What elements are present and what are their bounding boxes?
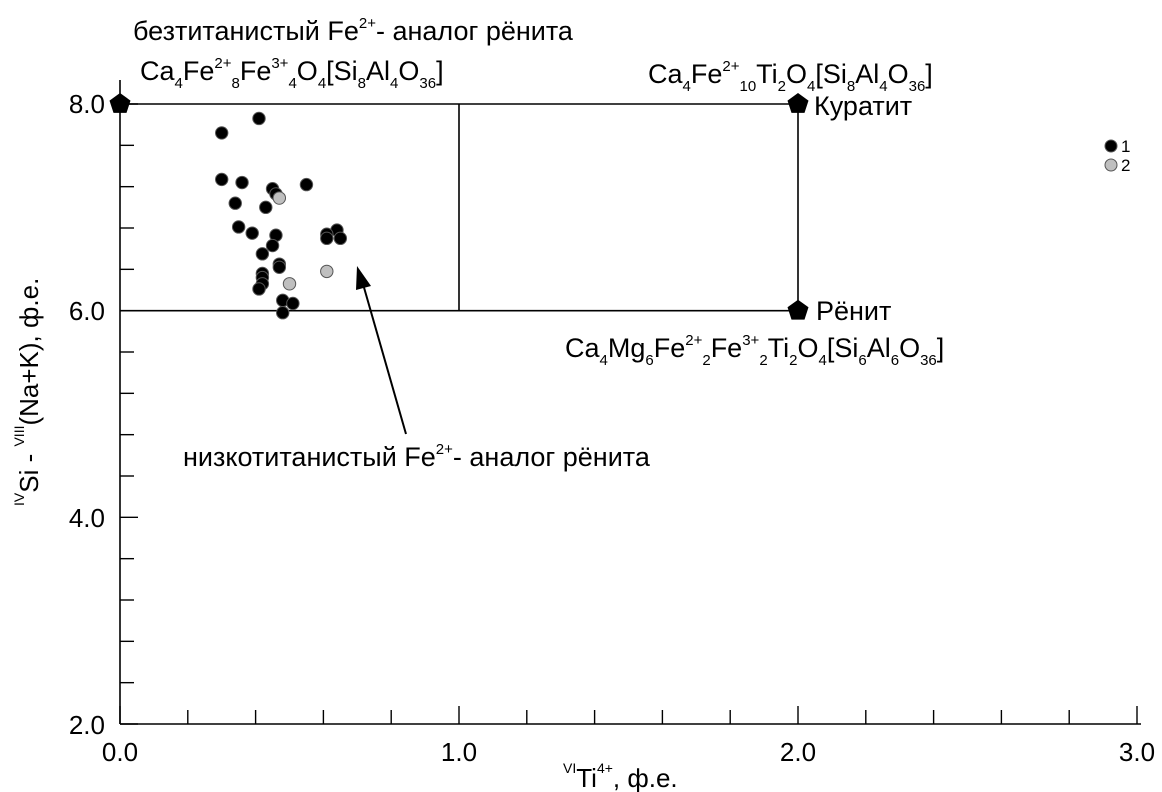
data-point-series-1: [276, 306, 290, 320]
end-member-marker: [787, 299, 809, 320]
data-point-series-1: [235, 175, 249, 190]
data-point-series-1: [259, 200, 273, 215]
legend-marker-series-1: [1104, 139, 1118, 153]
legend: 1 2: [1104, 137, 1130, 175]
bezti-formula-annotation: Ca4Fe2+8Fe3+4O4[Si8Al4O36]: [140, 55, 444, 92]
legend-marker-series-2: [1104, 158, 1118, 172]
x-tick-label: 1.0: [441, 737, 477, 767]
y-tick-label: 2.0: [69, 710, 105, 740]
data-point-series-1: [245, 226, 259, 240]
kuratit-label: Куратит: [814, 91, 912, 121]
kuratit-formula-annotation: Ca4Fe2+10Ti2O4[Si8Al4O36]: [648, 58, 933, 95]
axes: [119, 80, 1141, 725]
bezti-title-annotation: безтитанистый Fe2+- аналог рёнита: [133, 15, 574, 46]
data-point-series-1: [215, 172, 229, 187]
x-tick-label: 3.0: [1119, 737, 1155, 767]
data-point-series-1: [333, 231, 348, 246]
legend-label: 2: [1121, 156, 1130, 175]
data-point-series-1: [286, 296, 300, 311]
field-lines: [120, 103, 799, 312]
x-tick-label: 0.0: [102, 737, 138, 767]
data-point-series-1: [252, 111, 266, 126]
data-point-series-1: [265, 238, 280, 253]
data-point-series-1: [272, 260, 287, 274]
annotation-arrow: [356, 266, 407, 435]
x-axis-label: VITi4+, ф.е.: [563, 760, 678, 792]
data-point-series-1: [252, 282, 266, 296]
data-point-series-1: [228, 196, 242, 210]
data-point-series-2: [272, 191, 287, 205]
nizko-annotation: низкотитанистый Fe2+- аналог рёнита: [183, 441, 651, 472]
end-member-marker: [109, 93, 131, 113]
data-point-series-1: [299, 177, 314, 192]
y-tick-label: 4.0: [69, 503, 105, 533]
y-axis-label: IVSi - VIII(Na+K), ф.е.: [11, 278, 44, 506]
x-tick-label: 2.0: [780, 737, 816, 767]
data-point-series-2: [320, 264, 334, 279]
legend-label: 1: [1121, 137, 1130, 156]
renit-formula-annotation: Ca4Mg6Fe2+2Fe3+2Ti2O4[Si6Al6O36]: [565, 332, 944, 369]
data-point-series-1: [320, 231, 334, 246]
end-member-markers: [109, 93, 809, 320]
data-point-series-1: [231, 220, 246, 234]
data-points: [215, 111, 348, 320]
end-member-marker: [787, 93, 809, 113]
data-point-series-1: [215, 126, 229, 140]
renit-label: Рёнит: [816, 296, 891, 326]
y-tick-label: 8.0: [69, 89, 105, 119]
y-tick-label: 6.0: [69, 296, 105, 326]
data-point-series-1: [255, 247, 270, 261]
data-point-series-2: [282, 277, 297, 291]
